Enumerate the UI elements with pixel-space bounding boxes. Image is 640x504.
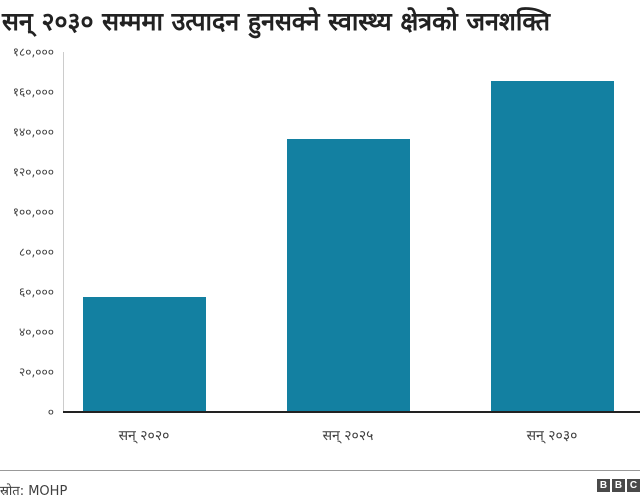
bar	[287, 139, 410, 412]
y-tick-label: १००,०००	[12, 205, 54, 219]
y-tick-label: ८०,०००	[18, 245, 54, 259]
chart-title: सन् २०३० सम्ममा उत्पादन हुनसक्ने स्वास्थ…	[2, 7, 551, 36]
y-tick-label: ६०,०००	[18, 285, 54, 299]
bar	[83, 297, 206, 412]
bbc-logo: B B C	[597, 479, 640, 492]
source-value: MOHP	[28, 484, 68, 499]
bbc-logo-letter: B	[597, 479, 610, 492]
chart-plot-area: ० २०,००० ४०,००० ६०,००० ८०,००० १००,००० १२०,००० १…	[12, 45, 640, 444]
y-tick-label: १६०,०००	[12, 85, 54, 99]
y-axis-line	[63, 52, 64, 412]
source-note: स्रोत: MOHP	[0, 481, 67, 499]
y-tick-label: १२०,०००	[12, 165, 54, 179]
y-tick-label: २०,०००	[18, 365, 54, 379]
y-tick-label: १४०,०००	[12, 125, 54, 139]
x-tick-label: सन् २०२५	[322, 428, 374, 444]
y-tick-label: ०	[47, 405, 54, 419]
x-tick-label: सन् २०२०	[118, 428, 170, 444]
x-axis-baseline	[63, 411, 640, 413]
y-tick-label: १८०,०००	[12, 45, 54, 59]
bar	[491, 81, 614, 412]
x-tick-label: सन् २०३०	[526, 428, 578, 444]
bbc-logo-letter: C	[627, 479, 640, 492]
y-tick-label: ४०,०००	[18, 325, 54, 339]
footer-divider	[0, 470, 640, 471]
source-label: स्रोत:	[0, 484, 25, 499]
bbc-logo-letter: B	[612, 479, 625, 492]
